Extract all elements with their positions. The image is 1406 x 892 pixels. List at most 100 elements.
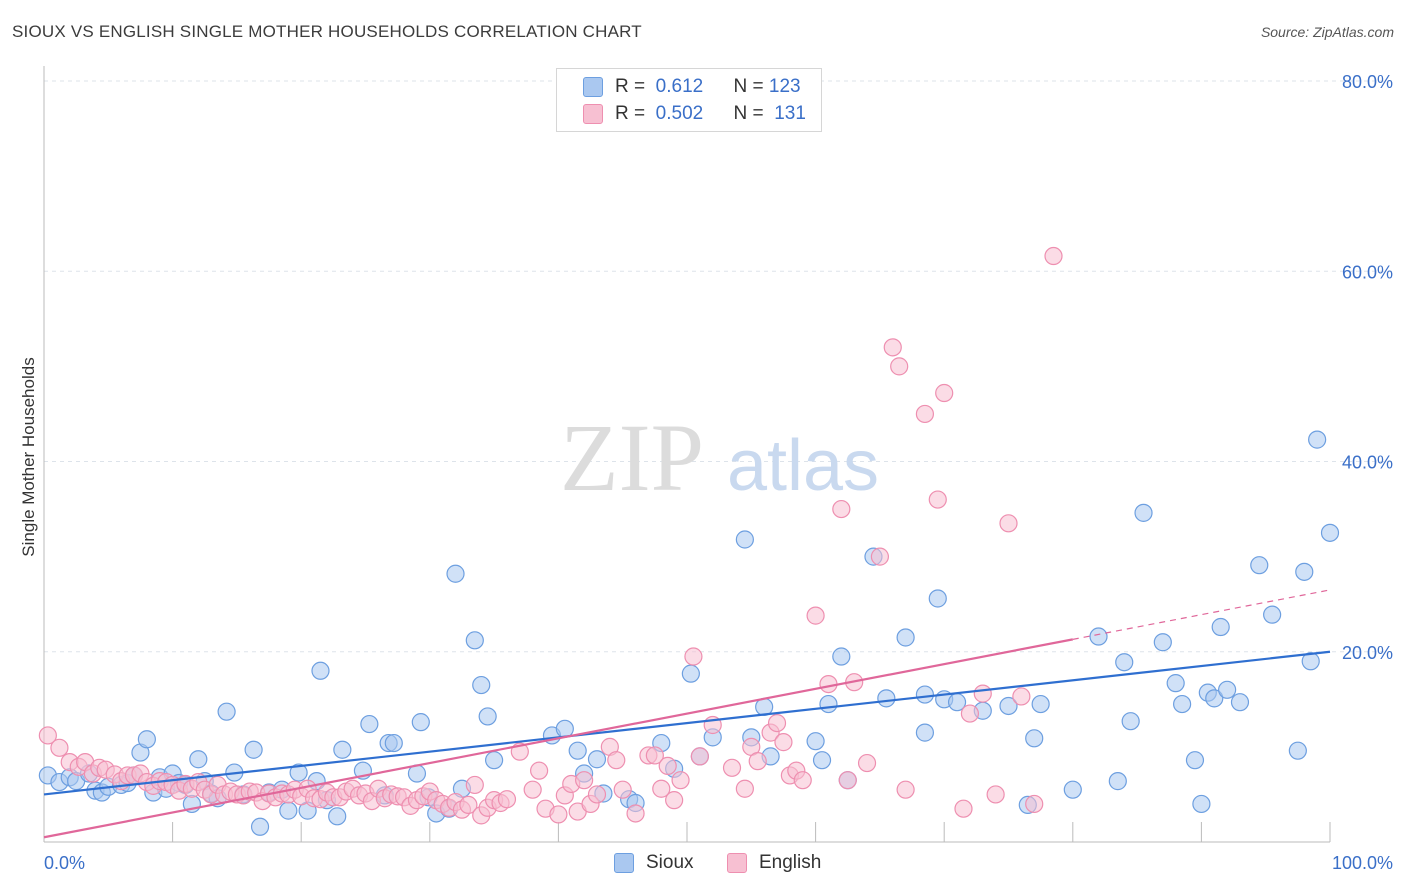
sioux-point (1218, 680, 1237, 699)
english-point (50, 738, 69, 757)
english-point (38, 726, 57, 745)
sioux-point (289, 763, 308, 782)
sioux-points (38, 430, 1340, 836)
sioux-trendline (43, 650, 1331, 796)
sioux-r-value: 0.612 (655, 76, 704, 97)
english-point (652, 779, 671, 798)
sioux-point (465, 631, 484, 650)
legend-row-sioux: R = 0.612 N = 123 (583, 75, 801, 99)
sioux-point (189, 750, 208, 769)
english-point (587, 785, 607, 804)
watermark-zip: ZIP (560, 404, 704, 511)
sioux-swatch (583, 77, 603, 97)
sioux-point (735, 530, 754, 549)
sioux-point (832, 647, 851, 666)
source-label: Source: ZipAtlas.com (1260, 24, 1394, 40)
english-point (613, 780, 632, 799)
legend-row-english: R = 0.502 N = 131 (583, 102, 806, 126)
english-point (607, 751, 626, 770)
y-tick-label: 80.0% (1342, 72, 1393, 92)
sioux-point (279, 801, 298, 820)
sioux-point (411, 713, 430, 732)
sioux-point (250, 817, 270, 836)
sioux-point (217, 702, 236, 721)
english-legend-label: English (759, 852, 822, 873)
english-point (935, 383, 954, 403)
sioux-point (333, 740, 352, 759)
english-point (896, 780, 915, 799)
english-point (626, 804, 645, 823)
watermark: ZIP atlas (560, 404, 879, 511)
english-point (465, 775, 484, 795)
sioux-point (1153, 633, 1172, 652)
english-legend-swatch (727, 853, 747, 873)
sioux-point (1166, 674, 1185, 693)
english-point (665, 791, 684, 810)
axes (43, 66, 1331, 843)
english-point (819, 674, 838, 694)
english-point (870, 547, 890, 566)
english-point (1012, 687, 1031, 706)
english-point (748, 752, 767, 771)
sioux-point (1063, 780, 1082, 799)
r-label: R = (615, 76, 646, 97)
y-tick-label: 20.0% (1342, 643, 1393, 663)
sioux-point (1230, 693, 1250, 712)
sioux-n-value: 123 (768, 76, 801, 97)
english-point (890, 357, 909, 376)
sioux-legend-label: Sioux (646, 852, 694, 873)
english-point (523, 780, 542, 799)
sioux-legend-swatch (614, 853, 634, 873)
sioux-point (137, 730, 156, 749)
n-label: N = (733, 103, 764, 124)
english-point (690, 747, 709, 766)
sioux-point (1205, 689, 1224, 708)
english-point (793, 771, 812, 790)
y-axis-label: Single Mother Households (19, 357, 38, 556)
english-n-value: 131 (774, 103, 806, 124)
english-point (549, 805, 568, 824)
english-point (575, 771, 594, 790)
correlation-legend: R = 0.612 N = 123 R = 0.502 N = 131 (556, 68, 822, 132)
english-point (999, 514, 1018, 533)
sioux-point (1115, 653, 1134, 672)
legend-item-english[interactable]: English (727, 852, 821, 874)
sioux-point (360, 714, 379, 734)
english-point (722, 758, 742, 777)
sioux-point (244, 740, 263, 759)
trendlines (43, 589, 1331, 839)
english-point (767, 713, 787, 733)
english-point (497, 790, 517, 809)
x-tick-label-min: 0.0% (44, 853, 85, 873)
sioux-point (1134, 503, 1153, 522)
sioux-point (555, 719, 574, 738)
sioux-point (328, 807, 347, 826)
sioux-point (1185, 751, 1205, 770)
sioux-point (1025, 729, 1044, 748)
sioux-point (446, 564, 465, 583)
sioux-point (472, 675, 491, 695)
sioux-point (1250, 556, 1269, 575)
english-r-value: 0.502 (655, 103, 704, 124)
english-point (459, 795, 478, 815)
english-point (1044, 246, 1063, 266)
sioux-point (1320, 523, 1340, 542)
sioux-point (681, 664, 700, 683)
y-tick-label: 40.0% (1342, 453, 1393, 473)
english-point (954, 799, 973, 818)
sioux-point (1121, 712, 1140, 731)
english-points (38, 246, 1063, 825)
english-point (530, 761, 549, 780)
english-trendline (43, 638, 1074, 839)
sioux-point (806, 732, 825, 751)
legend-item-sioux[interactable]: Sioux (614, 852, 694, 874)
english-point (928, 490, 947, 509)
english-point (671, 771, 690, 790)
grid-lines (44, 80, 1392, 653)
sioux-point (1288, 741, 1307, 760)
sioux-point (1031, 694, 1050, 714)
english-point (735, 779, 754, 798)
n-label: N = (733, 76, 764, 97)
sioux-point (1089, 627, 1108, 646)
